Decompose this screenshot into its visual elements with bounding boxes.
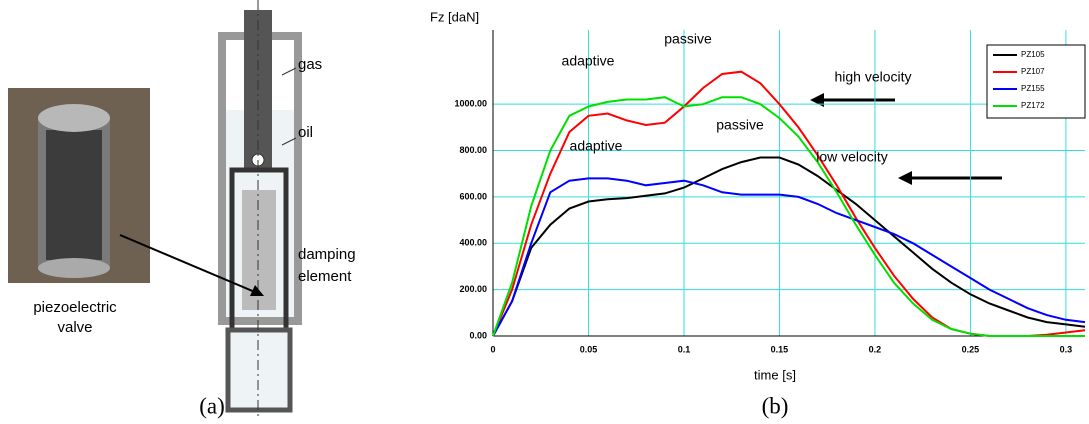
diagram-label: damping	[298, 246, 356, 263]
photo-label: valve	[57, 319, 92, 336]
diagram-label: element	[298, 268, 352, 285]
annotation: adaptive	[570, 138, 623, 154]
series-line	[492, 177, 1086, 337]
arrowhead	[810, 93, 824, 107]
diagram-label: gas	[298, 56, 322, 73]
pointer	[119, 234, 263, 296]
y-tick-label: 800.00	[459, 145, 487, 155]
diagram-label: oil	[298, 124, 313, 141]
annotation: adaptive	[562, 53, 615, 69]
x-tick-label: 0	[490, 344, 495, 354]
legend-label: PZ107	[1021, 67, 1045, 76]
series-line	[492, 156, 1086, 337]
x-tick-label: 0.05	[580, 344, 598, 354]
x-tick-label: 0.2	[869, 344, 882, 354]
y-axis-label: Fz [daN]	[430, 9, 479, 24]
y-tick-label: 0.00	[469, 330, 487, 340]
valve-top	[38, 104, 110, 132]
annotation: passive	[716, 117, 764, 133]
x-tick-label: 0.15	[771, 344, 789, 354]
caption: (b)	[762, 393, 789, 418]
annotation: passive	[664, 31, 712, 47]
legend-label: PZ155	[1021, 84, 1045, 93]
caption: (a)	[199, 393, 225, 418]
leader	[281, 137, 297, 146]
x-axis-label: time [s]	[754, 367, 796, 382]
arrowhead	[898, 171, 912, 185]
photo-label: piezoelectric	[33, 299, 117, 316]
chamber	[225, 327, 293, 413]
arrowhead	[250, 285, 264, 296]
leader	[281, 67, 297, 76]
y-tick-label: 400.00	[459, 238, 487, 248]
x-tick-label: 0.25	[962, 344, 980, 354]
legend-label: PZ172	[1021, 101, 1045, 110]
valve-coil	[46, 130, 102, 260]
x-tick-label: 0.1	[678, 344, 691, 354]
annotation: low velocity	[816, 149, 888, 165]
series-line	[492, 96, 1085, 337]
annotation: high velocity	[834, 69, 911, 85]
y-tick-label: 600.00	[459, 191, 487, 201]
y-tick-label: 200.00	[459, 284, 487, 294]
x-tick-label: 0.3	[1060, 344, 1073, 354]
y-tick-label: 1000.00	[454, 99, 487, 109]
valve-bottom	[38, 258, 110, 278]
legend-label: PZ105	[1021, 50, 1045, 59]
